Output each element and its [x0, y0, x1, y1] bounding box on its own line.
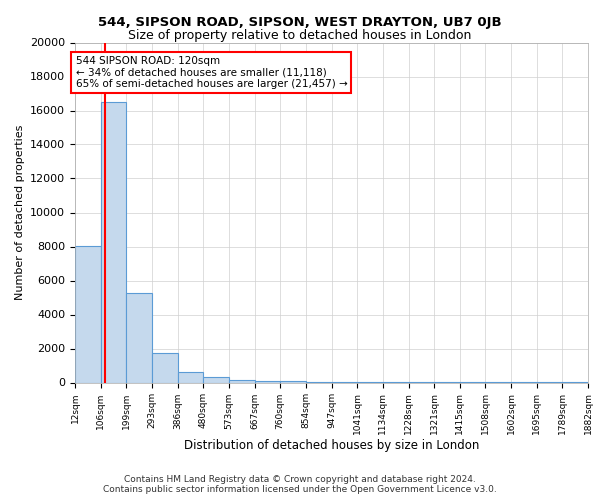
- Text: Contains public sector information licensed under the Open Government Licence v3: Contains public sector information licen…: [103, 485, 497, 494]
- Text: 544 SIPSON ROAD: 120sqm
← 34% of detached houses are smaller (11,118)
65% of sem: 544 SIPSON ROAD: 120sqm ← 34% of detache…: [76, 56, 347, 90]
- Bar: [127, 293, 152, 382]
- Bar: [101, 102, 127, 382]
- Text: 544, SIPSON ROAD, SIPSON, WEST DRAYTON, UB7 0JB: 544, SIPSON ROAD, SIPSON, WEST DRAYTON, …: [98, 16, 502, 29]
- Bar: [75, 246, 101, 382]
- Text: Size of property relative to detached houses in London: Size of property relative to detached ho…: [128, 29, 472, 42]
- Bar: [229, 380, 254, 382]
- Bar: [152, 353, 178, 382]
- Y-axis label: Number of detached properties: Number of detached properties: [14, 125, 25, 300]
- Bar: [254, 380, 280, 382]
- X-axis label: Distribution of detached houses by size in London: Distribution of detached houses by size …: [184, 438, 479, 452]
- Text: Contains HM Land Registry data © Crown copyright and database right 2024.: Contains HM Land Registry data © Crown c…: [124, 474, 476, 484]
- Bar: [203, 377, 229, 382]
- Bar: [178, 372, 203, 382]
